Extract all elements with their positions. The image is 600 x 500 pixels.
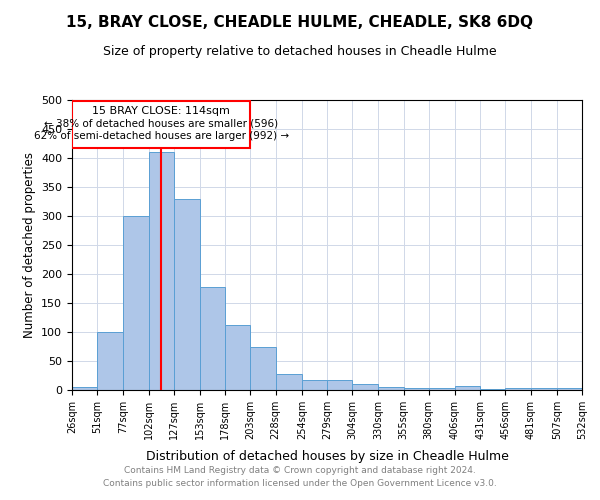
Bar bbox=[352, 384, 379, 390]
Bar bbox=[149, 152, 174, 390]
Text: Size of property relative to detached houses in Cheadle Hulme: Size of property relative to detached ho… bbox=[103, 45, 497, 58]
Bar bbox=[429, 388, 455, 390]
X-axis label: Distribution of detached houses by size in Cheadle Hulme: Distribution of detached houses by size … bbox=[146, 450, 508, 463]
FancyBboxPatch shape bbox=[72, 101, 250, 148]
Bar bbox=[404, 388, 429, 390]
Text: 15, BRAY CLOSE, CHEADLE HULME, CHEADLE, SK8 6DQ: 15, BRAY CLOSE, CHEADLE HULME, CHEADLE, … bbox=[67, 15, 533, 30]
Text: Contains HM Land Registry data © Crown copyright and database right 2024.
Contai: Contains HM Land Registry data © Crown c… bbox=[103, 466, 497, 487]
Bar bbox=[72, 387, 97, 390]
Bar bbox=[505, 388, 530, 390]
Bar bbox=[557, 388, 582, 390]
Bar bbox=[302, 380, 327, 390]
Bar bbox=[200, 287, 225, 390]
Y-axis label: Number of detached properties: Number of detached properties bbox=[23, 152, 35, 338]
Text: 62% of semi-detached houses are larger (992) →: 62% of semi-detached houses are larger (… bbox=[34, 132, 289, 141]
Bar bbox=[455, 386, 480, 390]
Bar bbox=[530, 388, 557, 390]
Bar bbox=[250, 346, 275, 390]
Text: ← 38% of detached houses are smaller (596): ← 38% of detached houses are smaller (59… bbox=[44, 118, 278, 128]
Bar bbox=[327, 380, 352, 390]
Bar bbox=[275, 374, 302, 390]
Bar bbox=[379, 387, 404, 390]
Text: 15 BRAY CLOSE: 114sqm: 15 BRAY CLOSE: 114sqm bbox=[92, 106, 230, 116]
Bar bbox=[124, 216, 149, 390]
Bar bbox=[225, 325, 250, 390]
Bar bbox=[174, 198, 200, 390]
Bar bbox=[97, 332, 124, 390]
